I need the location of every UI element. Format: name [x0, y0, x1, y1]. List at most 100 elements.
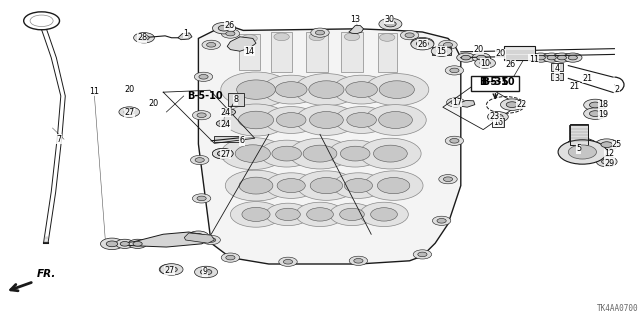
Text: 25: 25: [612, 140, 622, 149]
Circle shape: [374, 145, 407, 162]
Circle shape: [202, 236, 220, 244]
Circle shape: [433, 216, 451, 225]
Text: 27: 27: [124, 108, 134, 117]
Text: 27: 27: [164, 266, 175, 275]
Circle shape: [124, 109, 134, 115]
Circle shape: [272, 146, 301, 161]
Circle shape: [364, 171, 423, 200]
Circle shape: [197, 113, 206, 117]
Text: 28: 28: [137, 33, 147, 42]
Circle shape: [164, 267, 175, 272]
Circle shape: [216, 120, 229, 127]
Circle shape: [477, 55, 486, 60]
Circle shape: [296, 105, 357, 135]
Circle shape: [197, 196, 206, 201]
Text: 1: 1: [183, 29, 188, 38]
Circle shape: [310, 112, 343, 128]
Circle shape: [379, 18, 402, 30]
Bar: [341, 32, 363, 72]
Bar: [228, 93, 243, 106]
Circle shape: [239, 111, 274, 129]
Text: 26: 26: [506, 60, 516, 69]
Circle shape: [195, 266, 218, 278]
Circle shape: [308, 81, 344, 99]
Circle shape: [120, 242, 129, 246]
Circle shape: [307, 208, 333, 221]
Circle shape: [344, 33, 360, 41]
Bar: [569, 124, 588, 145]
Circle shape: [226, 255, 235, 260]
Circle shape: [195, 158, 204, 162]
Circle shape: [224, 104, 288, 136]
Text: B-5-10: B-5-10: [479, 76, 515, 87]
Circle shape: [207, 43, 216, 47]
Circle shape: [589, 111, 601, 116]
Circle shape: [207, 238, 216, 242]
Circle shape: [218, 151, 228, 156]
Circle shape: [316, 30, 324, 35]
Text: 27: 27: [220, 150, 230, 159]
Circle shape: [450, 139, 459, 143]
Circle shape: [344, 179, 372, 193]
Circle shape: [411, 38, 434, 50]
Circle shape: [480, 60, 490, 66]
Circle shape: [279, 257, 297, 266]
Circle shape: [401, 31, 419, 40]
Circle shape: [333, 173, 384, 198]
Bar: [551, 73, 563, 80]
Text: 10: 10: [480, 59, 490, 68]
Circle shape: [451, 100, 460, 105]
Polygon shape: [184, 233, 214, 243]
Circle shape: [493, 114, 503, 119]
Circle shape: [262, 75, 320, 104]
Circle shape: [303, 145, 337, 162]
Circle shape: [601, 142, 612, 148]
Text: 6: 6: [239, 136, 244, 145]
Text: B-5-10: B-5-10: [187, 91, 223, 101]
Bar: [164, 268, 175, 271]
Circle shape: [333, 75, 390, 104]
Circle shape: [236, 145, 271, 163]
Circle shape: [475, 58, 495, 68]
Circle shape: [536, 55, 545, 60]
Circle shape: [191, 156, 209, 164]
Bar: [214, 136, 240, 142]
Circle shape: [276, 113, 306, 127]
Circle shape: [347, 113, 376, 127]
Circle shape: [506, 102, 518, 108]
Circle shape: [221, 253, 239, 262]
Circle shape: [311, 28, 329, 37]
Circle shape: [223, 109, 236, 115]
Circle shape: [218, 151, 228, 156]
Circle shape: [431, 46, 452, 56]
Circle shape: [547, 55, 556, 60]
Circle shape: [564, 53, 582, 62]
Circle shape: [134, 33, 154, 43]
Circle shape: [346, 82, 378, 98]
Circle shape: [595, 139, 618, 150]
Circle shape: [532, 53, 550, 62]
Circle shape: [417, 41, 428, 47]
Text: 15: 15: [436, 47, 447, 56]
Polygon shape: [198, 26, 461, 264]
Circle shape: [411, 37, 434, 49]
Polygon shape: [456, 100, 475, 107]
Text: 20: 20: [495, 49, 506, 58]
Circle shape: [276, 208, 300, 220]
Circle shape: [378, 178, 410, 194]
Circle shape: [160, 264, 183, 275]
Circle shape: [266, 203, 310, 226]
Circle shape: [437, 219, 446, 223]
Circle shape: [296, 202, 344, 227]
Circle shape: [439, 40, 457, 49]
Text: 20: 20: [148, 99, 159, 108]
Circle shape: [212, 148, 233, 159]
Text: 17: 17: [452, 98, 462, 107]
Circle shape: [309, 33, 324, 41]
Circle shape: [218, 25, 230, 31]
Circle shape: [444, 43, 452, 47]
Circle shape: [199, 75, 208, 79]
Polygon shape: [349, 26, 364, 34]
Circle shape: [129, 239, 147, 248]
Text: 11: 11: [89, 87, 99, 96]
